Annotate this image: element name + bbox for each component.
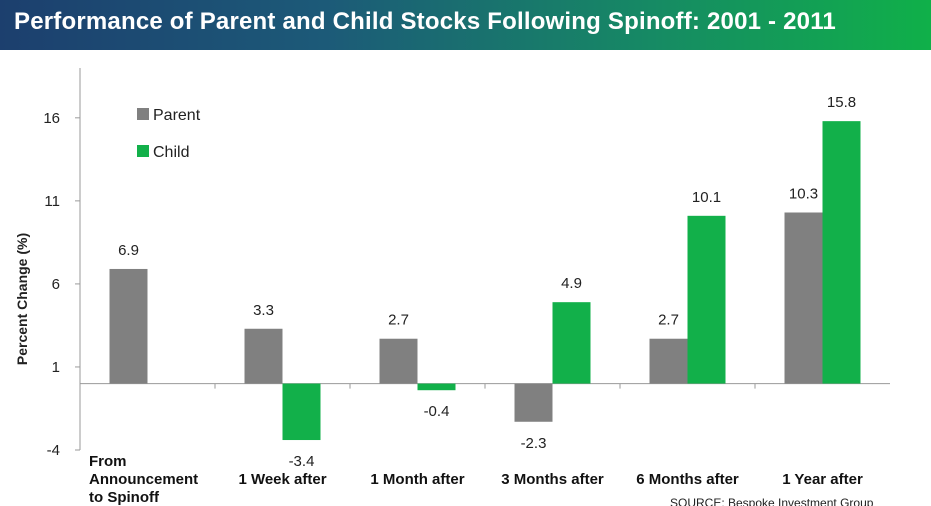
legend-label: Parent [153, 107, 201, 124]
category-label: Announcement [89, 471, 198, 488]
parent-bar [649, 338, 688, 384]
child-bar [552, 302, 591, 384]
data-label: 6.9 [118, 242, 139, 259]
source-note: SOURCE: Bespoke Investment Group [670, 496, 874, 506]
y-tick-label: 6 [52, 276, 60, 293]
data-label: -3.4 [289, 453, 315, 470]
data-label: 2.7 [658, 312, 679, 329]
data-label: 10.1 [692, 189, 721, 206]
category-label: 1 Year after [782, 471, 863, 488]
category-label: 3 Months after [501, 471, 604, 488]
parent-bar [784, 212, 823, 384]
parent-bar [379, 338, 418, 384]
data-label: 10.3 [789, 185, 818, 202]
y-tick-label: 1 [52, 359, 60, 376]
legend-swatch [137, 145, 149, 157]
data-label: -2.3 [521, 435, 547, 452]
category-label: From [89, 453, 127, 470]
child-bar [282, 383, 321, 441]
data-label: 15.8 [827, 94, 856, 111]
child-bar [417, 383, 456, 391]
title-bar: Performance of Parent and Child Stocks F… [0, 0, 931, 50]
y-tick-label: -4 [47, 442, 60, 459]
parent-bar [514, 383, 553, 422]
chart-title: Performance of Parent and Child Stocks F… [14, 8, 836, 35]
category-label: to Spinoff [89, 489, 160, 506]
legend-swatch [137, 108, 149, 120]
y-tick-label: 11 [44, 193, 60, 210]
data-label: 2.7 [388, 312, 409, 329]
data-label: -0.4 [424, 403, 450, 420]
data-label: 4.9 [561, 275, 582, 292]
parent-bar [244, 328, 283, 384]
category-label: 6 Months after [636, 471, 739, 488]
legend-label: Child [153, 144, 189, 161]
y-tick-label: 16 [43, 110, 60, 127]
y-axis-label: Percent Change (%) [14, 233, 30, 365]
child-bar [822, 121, 861, 384]
child-bar [687, 215, 726, 384]
data-label: 3.3 [253, 302, 274, 319]
category-label: 1 Month after [370, 471, 464, 488]
category-label: 1 Week after [238, 471, 326, 488]
parent-bar [109, 268, 148, 384]
